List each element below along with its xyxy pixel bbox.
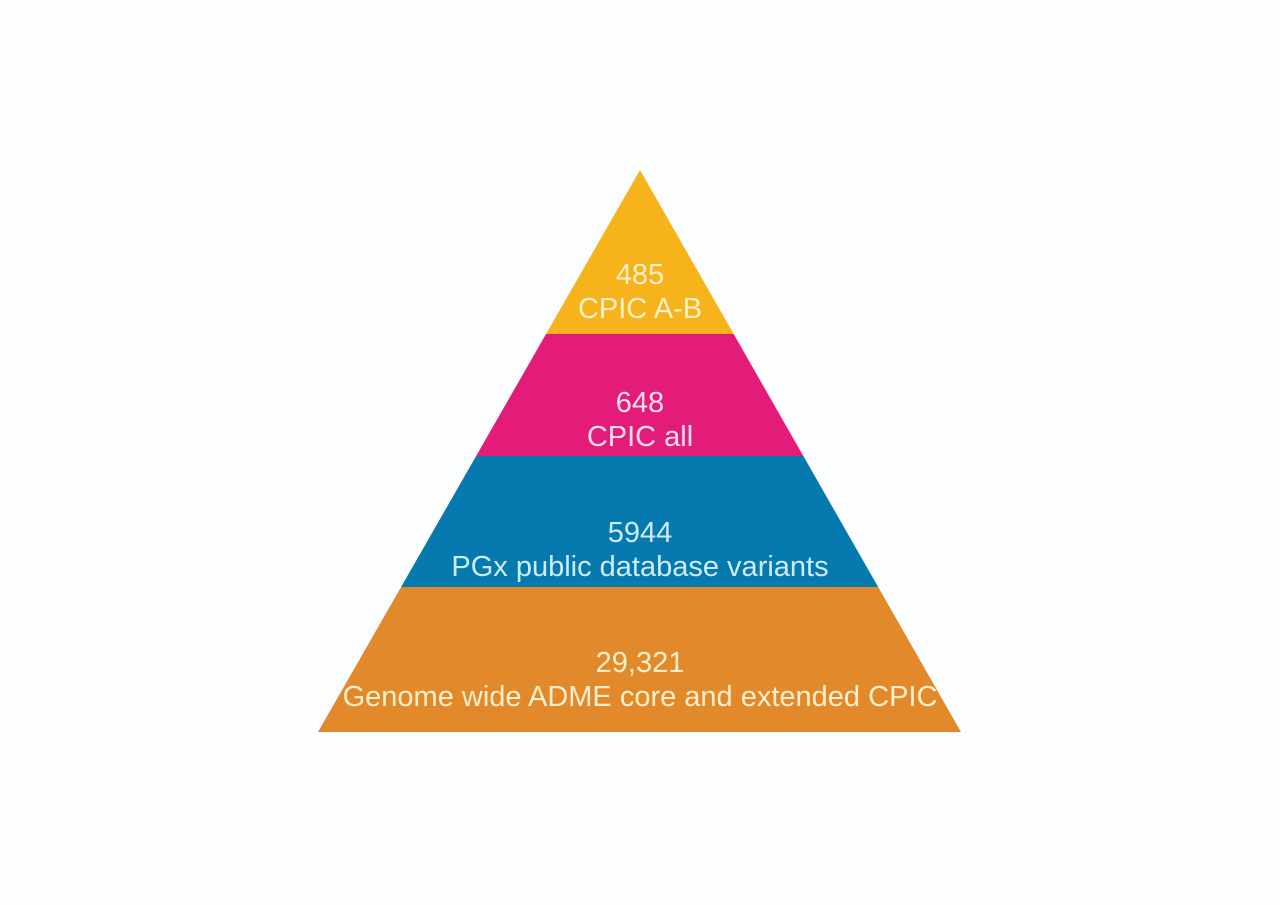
- svg-text:CPIC A-B: CPIC A-B: [578, 293, 702, 325]
- svg-text:PGx public database variants: PGx public database variants: [451, 551, 828, 583]
- svg-text:Genome wide ADME core and exte: Genome wide ADME core and extended CPIC: [343, 681, 938, 713]
- svg-text:485: 485: [616, 259, 664, 291]
- svg-text:5944: 5944: [608, 517, 673, 549]
- svg-text:CPIC all: CPIC all: [587, 421, 693, 453]
- svg-text:648: 648: [616, 387, 664, 419]
- svg-text:29,321: 29,321: [596, 647, 685, 679]
